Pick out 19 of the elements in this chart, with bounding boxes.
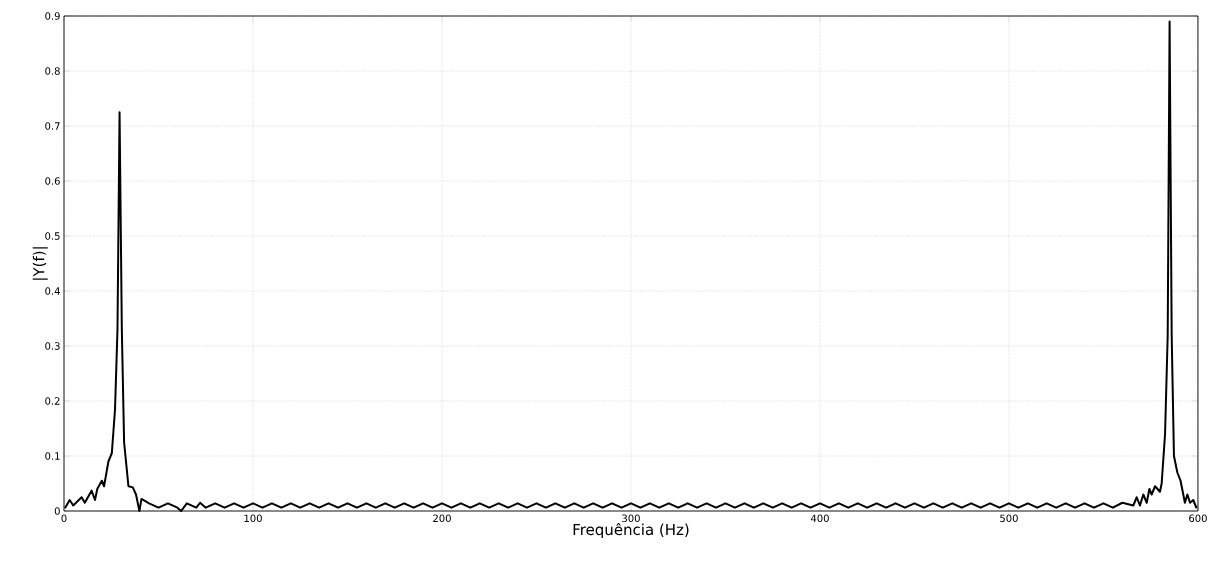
y-tick-label: 0.5 xyxy=(45,232,60,240)
x-tick-label: 600 xyxy=(1189,514,1207,523)
y-tick-label: 0.1 xyxy=(45,452,60,460)
y-tick-label: 0 xyxy=(54,507,60,515)
y-tick-label: 0.6 xyxy=(45,177,60,185)
y-tick-label: 0.3 xyxy=(45,342,60,350)
y-tick-label: 0.8 xyxy=(45,67,60,75)
x-tick-label: 100 xyxy=(244,514,262,523)
x-tick-label: 0 xyxy=(61,514,67,523)
y-axis-title: |Y(f)| xyxy=(32,247,48,280)
x-axis-title: Frequência (Hz) xyxy=(573,522,689,539)
y-tick-label: 0.9 xyxy=(45,12,60,20)
x-tick-label: 500 xyxy=(1000,514,1018,523)
x-tick-label: 200 xyxy=(433,514,451,523)
y-tick-label: 0.2 xyxy=(45,397,60,405)
y-tick-label: 0.4 xyxy=(45,287,60,295)
x-tick-label: 400 xyxy=(810,514,829,523)
y-tick-label: 0.7 xyxy=(45,122,60,130)
x-tick-label: 300 xyxy=(622,514,640,523)
